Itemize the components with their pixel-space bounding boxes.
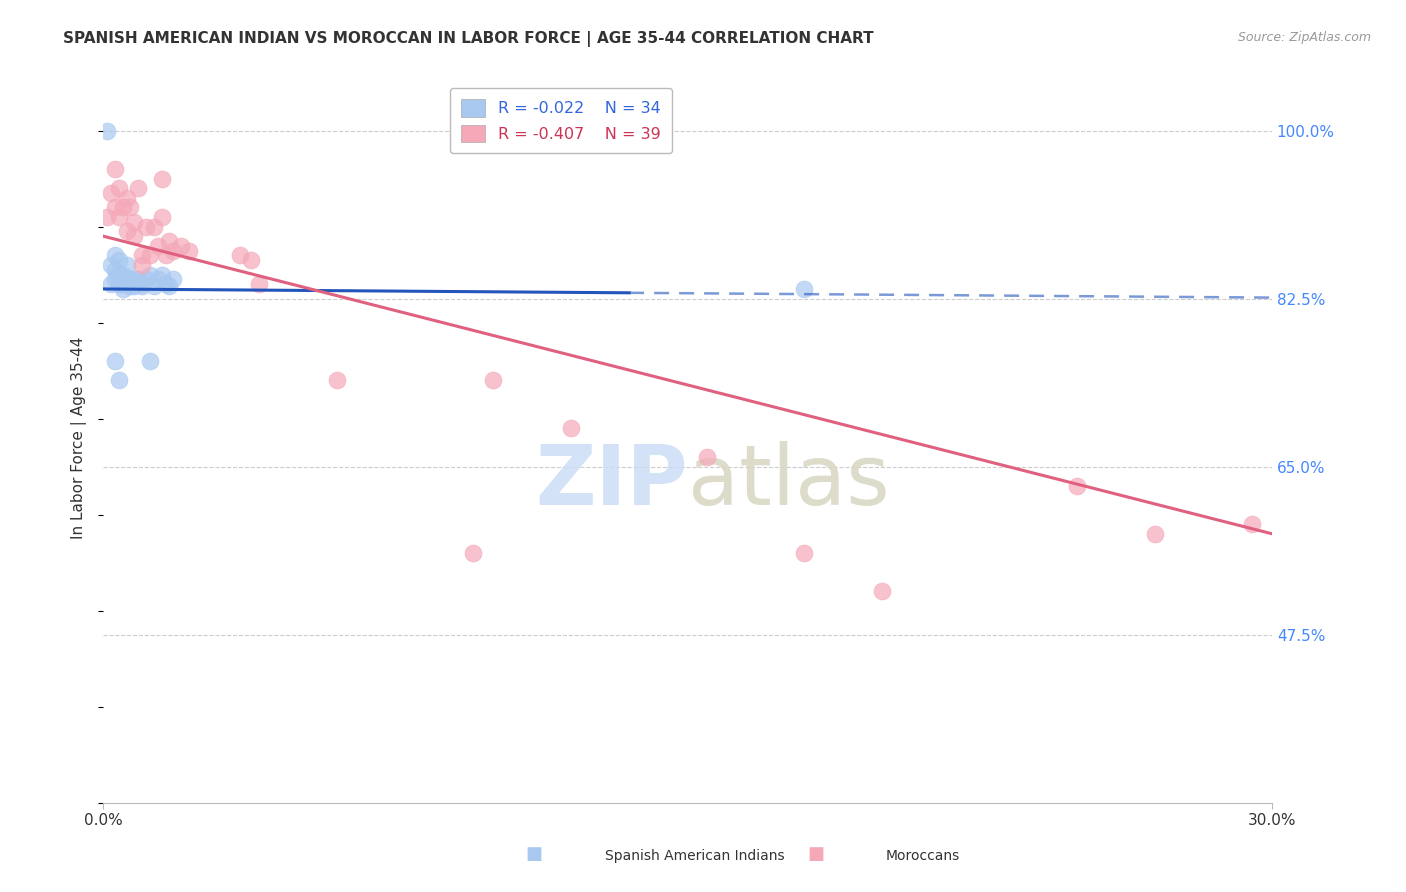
Point	[111, 200, 134, 214]
Point	[96, 123, 118, 137]
Point	[131, 248, 153, 262]
Point	[104, 262, 127, 277]
Point	[120, 279, 142, 293]
Point	[150, 210, 173, 224]
Text: atlas: atlas	[688, 441, 890, 522]
Point	[240, 253, 263, 268]
Text: Moroccans: Moroccans	[886, 849, 960, 863]
Point	[107, 373, 129, 387]
Point	[1066, 479, 1088, 493]
Point	[111, 268, 134, 282]
Point	[115, 191, 138, 205]
Point	[111, 282, 134, 296]
Y-axis label: In Labor Force | Age 35-44: In Labor Force | Age 35-44	[72, 336, 87, 539]
Point	[150, 268, 173, 282]
Point	[177, 244, 200, 258]
Point	[135, 272, 157, 286]
Point	[146, 239, 169, 253]
Point	[159, 234, 181, 248]
Point	[155, 248, 177, 262]
Point	[127, 181, 149, 195]
Point	[120, 200, 142, 214]
Point	[139, 268, 162, 282]
Point	[100, 258, 122, 272]
Point	[107, 210, 129, 224]
Legend: R = -0.022    N = 34, R = -0.407    N = 39: R = -0.022 N = 34, R = -0.407 N = 39	[450, 88, 672, 153]
Text: Spanish American Indians: Spanish American Indians	[605, 849, 785, 863]
Point	[131, 279, 153, 293]
Point	[131, 277, 153, 292]
Point	[111, 277, 134, 292]
Text: SPANISH AMERICAN INDIAN VS MOROCCAN IN LABOR FORCE | AGE 35-44 CORRELATION CHART: SPANISH AMERICAN INDIAN VS MOROCCAN IN L…	[63, 31, 875, 47]
Point	[326, 373, 349, 387]
Point	[142, 279, 165, 293]
Text: ■: ■	[526, 846, 543, 863]
Point	[463, 546, 485, 560]
Point	[142, 219, 165, 234]
Point	[135, 219, 157, 234]
Point	[104, 272, 127, 286]
Point	[107, 277, 129, 292]
Point	[228, 248, 250, 262]
Point	[155, 277, 177, 292]
Point	[793, 282, 815, 296]
Point	[107, 253, 129, 268]
Point	[96, 210, 118, 224]
Point	[115, 258, 138, 272]
Point	[162, 244, 184, 258]
Point	[124, 215, 146, 229]
Point	[146, 272, 169, 286]
Text: ZIP: ZIP	[536, 441, 688, 522]
Point	[247, 277, 270, 292]
Point	[104, 248, 127, 262]
Point	[560, 421, 582, 435]
Point	[150, 171, 173, 186]
Point	[872, 584, 894, 599]
Point	[481, 373, 503, 387]
Point	[115, 224, 138, 238]
Point	[124, 279, 146, 293]
Point	[124, 272, 146, 286]
Point	[696, 450, 718, 464]
Point	[131, 258, 153, 272]
Point	[139, 248, 162, 262]
Text: ■: ■	[807, 846, 824, 863]
Point	[107, 181, 129, 195]
Point	[159, 279, 181, 293]
Point	[100, 186, 122, 200]
Point	[170, 239, 193, 253]
Point	[115, 277, 138, 292]
Point	[104, 161, 127, 176]
Point	[104, 200, 127, 214]
Text: Source: ZipAtlas.com: Source: ZipAtlas.com	[1237, 31, 1371, 45]
Point	[120, 272, 142, 286]
Point	[162, 272, 184, 286]
Point	[124, 229, 146, 244]
Point	[1241, 517, 1264, 532]
Point	[139, 354, 162, 368]
Point	[115, 272, 138, 286]
Point	[107, 268, 129, 282]
Point	[104, 354, 127, 368]
Point	[1144, 526, 1167, 541]
Point	[793, 546, 815, 560]
Point	[100, 277, 122, 292]
Point	[127, 272, 149, 286]
